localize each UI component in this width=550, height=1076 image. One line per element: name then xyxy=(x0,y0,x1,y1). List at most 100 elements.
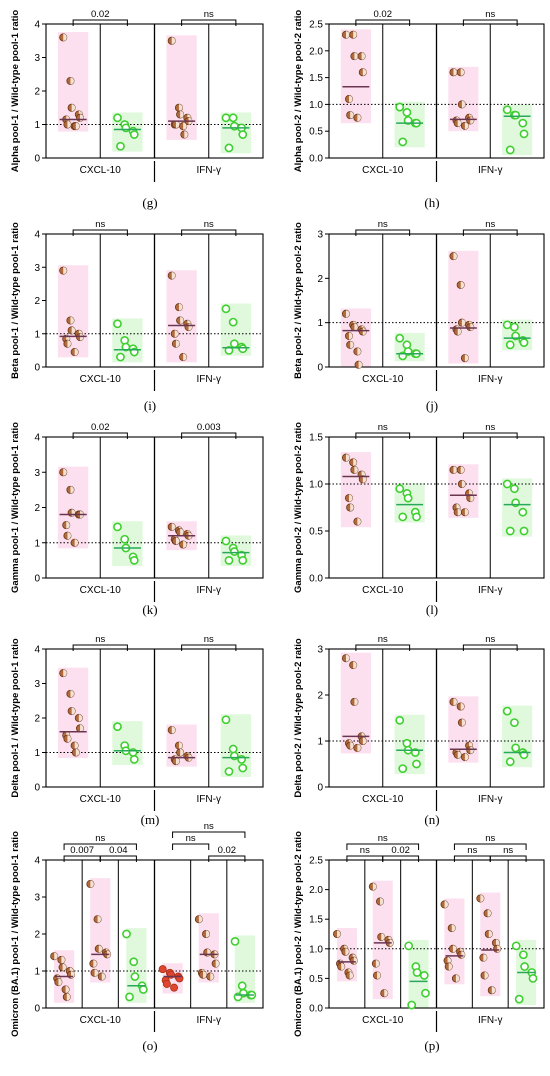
data-point-brown-highlight xyxy=(483,954,487,962)
significance-label: ns xyxy=(485,422,495,433)
group-label: IFN-γ xyxy=(478,374,502,385)
data-point-brown-highlight xyxy=(80,724,84,732)
data-point-brown-highlight xyxy=(362,327,367,336)
group-label: IFN-γ xyxy=(197,794,221,805)
data-point-brown-highlight xyxy=(345,31,350,39)
data-point-brown-highlight xyxy=(175,537,180,545)
data-point-red xyxy=(170,983,179,992)
y-tick-label: 0 xyxy=(34,574,40,585)
data-point-brown-highlight xyxy=(455,974,460,982)
data-point-brown-highlight xyxy=(63,266,67,275)
y-tick-label: 0.5 xyxy=(309,127,323,138)
data-point-green xyxy=(224,143,234,153)
data-point-green xyxy=(229,339,239,349)
data-point-brown-highlight xyxy=(171,726,176,734)
group-label: CXCL-10 xyxy=(80,585,122,596)
data-point-brown-highlight xyxy=(384,989,388,997)
y-tick-label: 3 xyxy=(317,230,323,241)
panel-n: 0 1 2 3 Delta pool-2 / Wild-type pool-2 rati… xyxy=(293,634,545,827)
significance-label: ns xyxy=(204,219,214,230)
y-tick-label: 0 xyxy=(317,783,323,794)
group-label: IFN-γ xyxy=(478,585,502,596)
distribution-band xyxy=(480,892,501,997)
significance-label: ns xyxy=(378,219,388,230)
data-point-brown-highlight xyxy=(175,340,180,348)
data-point-green xyxy=(519,526,529,536)
y-tick-label: 0.5 xyxy=(309,974,323,985)
data-point-green xyxy=(412,968,422,977)
y-tick-label: 1 xyxy=(34,748,40,759)
significance-label: 0.007 xyxy=(70,845,94,856)
y-tick-label: 4 xyxy=(34,856,40,867)
data-point-green xyxy=(113,522,122,532)
significance-bracket xyxy=(72,432,128,439)
data-point-brown-highlight xyxy=(470,323,474,331)
data-point-green xyxy=(518,950,528,960)
significance-bracket xyxy=(462,644,518,651)
y-tick-label: 4 xyxy=(34,433,40,444)
data-point-brown-highlight xyxy=(67,340,72,348)
panel-letter: (p) xyxy=(424,1038,439,1053)
data-point-green xyxy=(238,555,248,565)
y-tick-label: 1.5 xyxy=(309,433,323,444)
distribution-band xyxy=(448,250,479,364)
data-point-brown-highlight xyxy=(348,494,353,502)
data-point-green xyxy=(511,110,521,120)
data-point-brown-highlight xyxy=(98,945,103,953)
data-point-brown-highlight xyxy=(171,523,176,531)
data-point-brown-highlight xyxy=(67,532,72,540)
data-point-brown-highlight xyxy=(461,480,466,488)
data-point-brown-highlight xyxy=(75,748,80,757)
significance-bracket xyxy=(72,229,128,236)
data-point-green xyxy=(237,755,246,764)
data-point-brown-highlight xyxy=(198,915,203,923)
y-tick-label: 0 xyxy=(34,783,40,794)
data-point-green xyxy=(419,971,429,980)
data-point-green xyxy=(116,141,125,151)
significance-label: 0.04 xyxy=(109,845,128,856)
data-point-brown-highlight xyxy=(464,354,469,362)
data-point-brown-highlight xyxy=(372,883,377,891)
panel-letter: (o) xyxy=(142,1038,157,1053)
significance-label: ns xyxy=(204,634,214,645)
data-point-brown-highlight xyxy=(62,963,67,971)
panel-h: 0.0 0.5 1.0 1.5 2.0 2.5 Alpha pool-2 / Wild-ty… xyxy=(293,9,545,210)
data-point-green xyxy=(238,130,248,139)
significance-bracket xyxy=(72,644,128,651)
data-point-brown-highlight xyxy=(461,719,466,727)
data-point-brown-highlight xyxy=(461,100,466,109)
data-point-green xyxy=(129,555,139,565)
data-point-green xyxy=(121,123,131,133)
y-tick-label: 1 xyxy=(34,120,40,131)
data-point-green xyxy=(505,340,515,350)
significance-label: ns xyxy=(378,634,388,645)
data-point-brown-highlight xyxy=(350,742,354,750)
data-point-green xyxy=(138,985,148,994)
data-point-green xyxy=(129,130,139,139)
data-point-green xyxy=(412,512,421,522)
significance-bracket xyxy=(355,19,411,26)
data-point-brown-highlight xyxy=(180,110,184,119)
y-axis-title: Delta pool-1 / Wild-type pool-1 ratio xyxy=(10,638,21,798)
data-point-brown-highlight xyxy=(361,52,366,60)
data-point-brown-highlight xyxy=(174,330,179,338)
distribution-band xyxy=(444,898,465,985)
data-point-brown-highlight xyxy=(353,31,357,39)
data-point-brown-highlight xyxy=(97,915,102,923)
distribution-band xyxy=(57,466,89,549)
y-axis-title: Gamma pool-2 / Wild-type pool-2 ratio xyxy=(293,422,304,593)
data-point-brown-highlight xyxy=(345,948,350,956)
y-tick-label: 0 xyxy=(34,1004,40,1015)
group-label: IFN-γ xyxy=(478,1015,502,1026)
data-point-red xyxy=(158,965,167,974)
data-point-green xyxy=(130,972,140,981)
data-point-green xyxy=(412,759,421,769)
significance-bracket xyxy=(453,843,527,850)
data-point-brown-highlight xyxy=(357,114,361,122)
data-point-brown-highlight xyxy=(101,972,106,981)
y-tick-label: 4 xyxy=(34,645,40,656)
group-label: IFN-γ xyxy=(478,165,502,176)
y-tick-label: 4 xyxy=(34,230,40,241)
data-point-brown-highlight xyxy=(61,956,65,964)
